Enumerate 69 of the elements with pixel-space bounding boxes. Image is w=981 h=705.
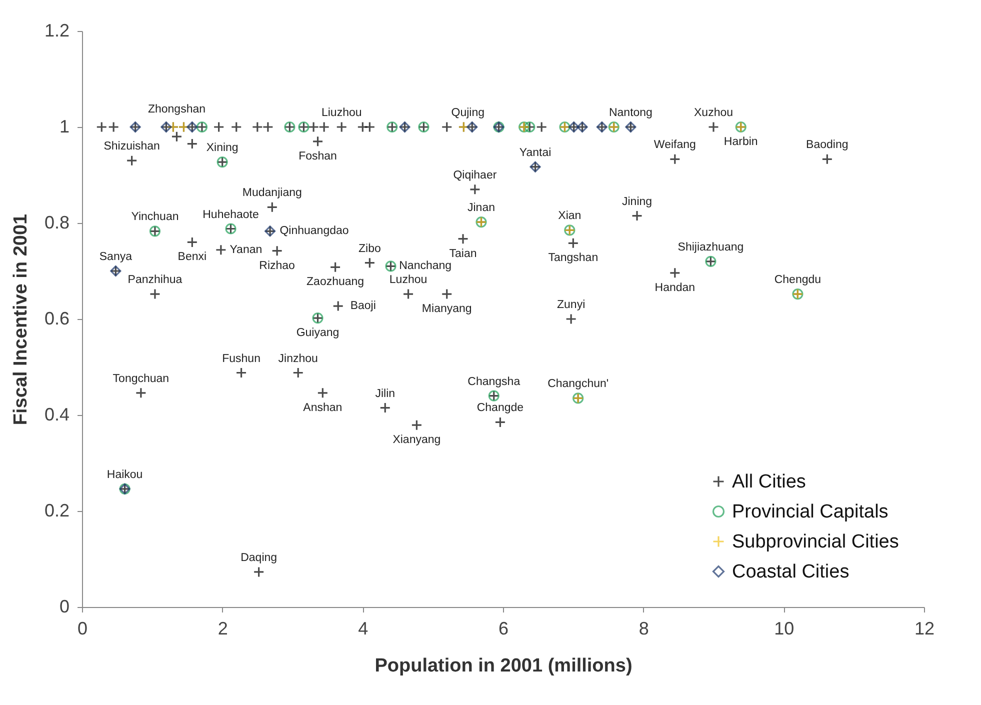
annotation: Yinchuan <box>131 211 179 224</box>
annotation: Handan <box>654 282 696 294</box>
annotation: Haikou <box>106 468 143 481</box>
x-tick-label: 2 <box>218 618 228 638</box>
annotation: Zaozhuang <box>306 276 364 288</box>
annotation: Shizuishan <box>104 140 160 153</box>
annotation: Daqing <box>240 552 278 564</box>
annotation: Zunyi <box>557 299 586 311</box>
annotation: Qinhuangdao <box>280 225 349 238</box>
legend-label: Coastal Cities <box>732 562 850 582</box>
annotation: Mianyang <box>422 303 472 316</box>
y-tick-label: 1.2 <box>44 20 70 40</box>
annotation: Jilin <box>375 388 396 400</box>
y-tick-label: 0.8 <box>44 212 70 232</box>
annotation: Xining <box>206 142 238 154</box>
annotation: Anshan <box>303 402 342 414</box>
y-tick-label: 0.6 <box>44 308 70 328</box>
annotation: Huhehaote <box>202 208 259 221</box>
y-tick-label: 0.2 <box>44 500 70 520</box>
annotation: Nanchang <box>399 260 452 272</box>
annotation: Xuzhou <box>694 107 734 119</box>
annotation: Changchun' <box>548 378 609 390</box>
annotation: Weifang <box>654 139 696 152</box>
annotation: Panzhihua <box>128 274 183 286</box>
y-tick-label: 1 <box>59 116 70 136</box>
x-tick-label: 6 <box>498 618 509 638</box>
annotation: Fushun <box>222 352 260 365</box>
annotation: Harbin <box>724 136 758 148</box>
annotation: Zhongshan <box>148 104 206 116</box>
annotation: Baoding <box>806 139 848 152</box>
annotation: Mudanjiang <box>242 187 302 200</box>
x-axis-title: Population in 2001 (millions) <box>374 656 632 676</box>
annotation: Jinan <box>468 202 495 214</box>
y-axis-title: Fiscal Incentive in 2001 <box>10 213 32 426</box>
x-tick-label: 4 <box>358 618 368 638</box>
annotation: Taian <box>449 248 477 260</box>
annotation: Benxi <box>178 251 207 264</box>
annotation: Sanya <box>99 251 133 263</box>
annotation: Nantong <box>608 107 652 119</box>
annotation: Zibo <box>358 242 381 255</box>
annotation: Yanan <box>230 244 262 256</box>
x-tick-label: 0 <box>77 618 88 638</box>
annotation: Luzhou <box>389 274 428 286</box>
annotation: Baoji <box>350 300 376 312</box>
legend-label: All Cities <box>732 472 806 492</box>
annotation: Qujing <box>451 107 485 119</box>
annotation: Guiyang <box>296 327 340 340</box>
legend-label: Provincial Capitals <box>732 502 888 522</box>
y-tick-label: 0 <box>59 596 70 616</box>
annotation: Tangshan <box>548 252 598 264</box>
annotation: Qiqihaer <box>453 169 497 182</box>
legend-label: Subprovincial Cities <box>732 532 899 552</box>
x-tick-label: 10 <box>774 618 794 638</box>
annotation: Jining <box>622 196 652 208</box>
annotation: Changde <box>476 402 524 414</box>
annotation: Liuzhou <box>321 107 362 119</box>
x-tick-label: 12 <box>914 618 935 638</box>
x-tick-label: 8 <box>638 618 649 638</box>
annotation: Xian <box>558 210 582 222</box>
annotation: Yantai <box>519 146 552 159</box>
annotation: Tongchuan <box>112 372 170 385</box>
annotation: Xianyang <box>392 434 441 446</box>
annotation: Changsha <box>468 376 521 388</box>
annotation: Chengdu <box>774 274 822 286</box>
y-tick-label: 0.4 <box>44 404 70 424</box>
annotation: Jinzhou <box>278 352 318 365</box>
annotation: Foshan <box>298 150 337 162</box>
annotation: Rizhao <box>259 260 295 272</box>
annotation: Shijiazhuang <box>678 241 744 254</box>
